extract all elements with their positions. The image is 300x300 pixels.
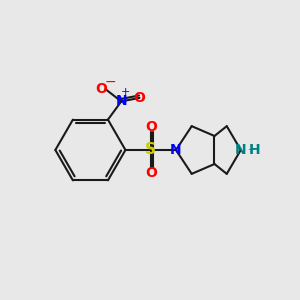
Text: O: O	[145, 166, 157, 180]
Text: O: O	[95, 82, 107, 96]
Text: O: O	[145, 120, 157, 134]
Text: N: N	[116, 94, 127, 108]
Text: S: S	[145, 142, 156, 158]
Text: N: N	[235, 143, 247, 157]
Text: O: O	[134, 91, 146, 105]
Text: −: −	[247, 146, 254, 154]
Text: +: +	[121, 87, 130, 97]
Text: H: H	[248, 143, 260, 157]
Text: N: N	[170, 143, 182, 157]
Text: −: −	[104, 74, 116, 88]
